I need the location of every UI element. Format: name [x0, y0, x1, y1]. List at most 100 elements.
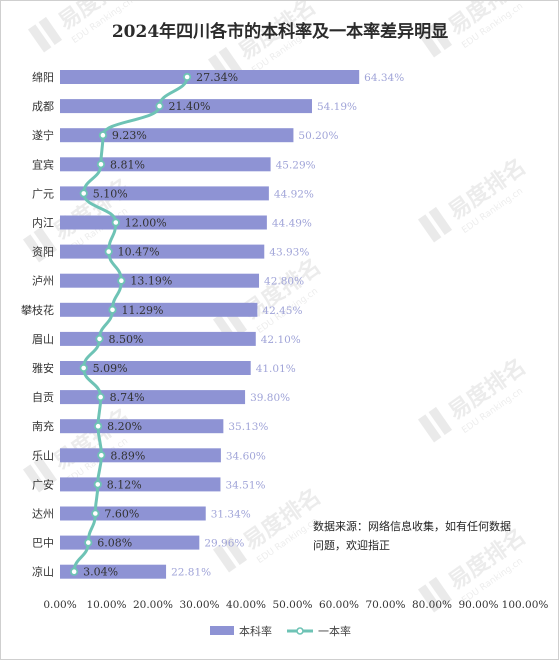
category-label: 遂宁: [32, 128, 54, 142]
line-value-label: 5.10%: [93, 187, 128, 200]
line-value-label: 5.09%: [93, 362, 128, 375]
line-value-label: 7.60%: [104, 508, 139, 521]
legend-line-marker: [296, 627, 304, 635]
category-label: 广安: [32, 477, 54, 491]
category-label: 眉山: [32, 333, 54, 346]
bar-value-label: 42.45%: [262, 305, 302, 317]
line-point: [79, 363, 88, 373]
bar-value-label: 31.34%: [211, 509, 251, 521]
line-point: [91, 509, 100, 518]
bar: [60, 157, 271, 172]
category-label: 凉山: [32, 565, 54, 579]
line-value-label: 3.04%: [83, 566, 118, 579]
line-point: [98, 131, 108, 140]
legend-bar-swatch: [210, 626, 234, 635]
bar-value-label: 34.51%: [225, 479, 265, 491]
line-value-label: 8.50%: [109, 333, 144, 346]
line-point: [96, 160, 106, 169]
bar: [60, 99, 312, 114]
bar: [60, 70, 360, 84]
bar: [60, 128, 294, 143]
x-tick-label: 100.00%: [502, 599, 549, 611]
line-value-label: 11.29%: [121, 304, 163, 317]
category-label: 资阳: [32, 246, 54, 259]
category-label: 攀枝花: [21, 303, 54, 317]
legend-line-label: 一本率: [318, 624, 351, 638]
bar: [60, 535, 200, 550]
x-tick-label: 90.00%: [458, 599, 498, 611]
line-point: [95, 334, 104, 343]
legend-bar-label: 本科率: [239, 624, 272, 638]
line-point: [155, 102, 164, 111]
bar-value-label: 41.01%: [256, 363, 296, 375]
line-value-label: 27.34%: [196, 71, 238, 84]
line-value-label: 6.08%: [97, 537, 132, 550]
bar-value-label: 45.29%: [276, 159, 316, 171]
bar-value-label: 42.10%: [261, 334, 301, 346]
x-tick-label: 30.00%: [179, 599, 219, 611]
line-value-label: 8.12%: [107, 478, 142, 491]
line-point: [108, 305, 117, 314]
category-label: 雅安: [32, 361, 54, 375]
line-value-label: 8.20%: [107, 420, 142, 433]
line-value-label: 13.19%: [130, 275, 172, 288]
bar: [60, 390, 246, 405]
line-layer: 27.34% 21.40% 9.23% 8.81% 5.10% 12.00% 10.47% 1…: [70, 71, 238, 579]
bar: [60, 215, 267, 230]
line-point: [93, 480, 102, 489]
bar-value-label: 54.19%: [317, 101, 357, 113]
line-series-path: [72, 76, 189, 572]
line-point: [84, 538, 93, 547]
x-tick-label: 0.00%: [43, 599, 76, 611]
line-point: [70, 567, 79, 576]
category-label: 宜宾: [32, 157, 54, 171]
category-label: 巴中: [32, 537, 54, 550]
bar-value-label: 39.80%: [250, 392, 290, 404]
bar-value-label: 22.81%: [171, 567, 211, 579]
x-tick-label: 60.00%: [319, 599, 359, 611]
line-point: [96, 392, 105, 402]
bar-value-label: 64.34%: [364, 72, 404, 84]
x-axis: 0.00% 10.00% 20.00% 30.00% 40.00% 50.00% 60.00…: [43, 599, 548, 611]
line-value-label: 8.81%: [110, 158, 145, 171]
category-label: 内江: [32, 216, 54, 230]
x-tick-label: 70.00%: [365, 599, 405, 611]
line-point: [117, 276, 126, 285]
bar-value-label: 34.60%: [226, 450, 266, 462]
category-label: 绵阳: [32, 70, 54, 84]
line-value-label: 12.00%: [125, 217, 167, 230]
bar-value-label: 44.92%: [274, 188, 314, 200]
bar-value-label: 42.80%: [264, 276, 304, 288]
line-value-label: 8.89%: [110, 449, 145, 462]
line-value-label: 8.74%: [110, 391, 145, 404]
x-tick-label: 40.00%: [226, 599, 266, 611]
x-tick-label: 20.00%: [133, 599, 173, 611]
x-tick-label: 80.00%: [412, 599, 452, 611]
category-label: 成都: [32, 100, 54, 113]
bar-value-label: 50.20%: [298, 130, 338, 142]
bar: [60, 302, 258, 317]
category-label: 达州: [32, 508, 54, 521]
data-source-note: 数据来源：网络信息收集，如有任何数据 问题，欢迎指正: [313, 517, 533, 555]
line-point: [104, 247, 113, 256]
category-label: 广元: [32, 187, 54, 200]
bar: [60, 273, 260, 288]
bar-value-label: 35.13%: [228, 421, 268, 433]
bar: [60, 477, 221, 492]
bar: [60, 186, 269, 201]
note-line-2: 问题，欢迎指正: [313, 539, 390, 552]
bar: [60, 331, 256, 346]
bar: [60, 564, 167, 579]
bar-value-label: 29.96%: [204, 538, 244, 550]
category-label: 自贡: [32, 391, 54, 404]
line-point: [97, 451, 106, 460]
bar: [60, 419, 224, 434]
bar-value-label: 44.49%: [272, 218, 312, 230]
legend: 本科率 一本率: [210, 624, 351, 638]
line-value-label: 21.40%: [169, 100, 211, 113]
line-point: [111, 218, 120, 227]
